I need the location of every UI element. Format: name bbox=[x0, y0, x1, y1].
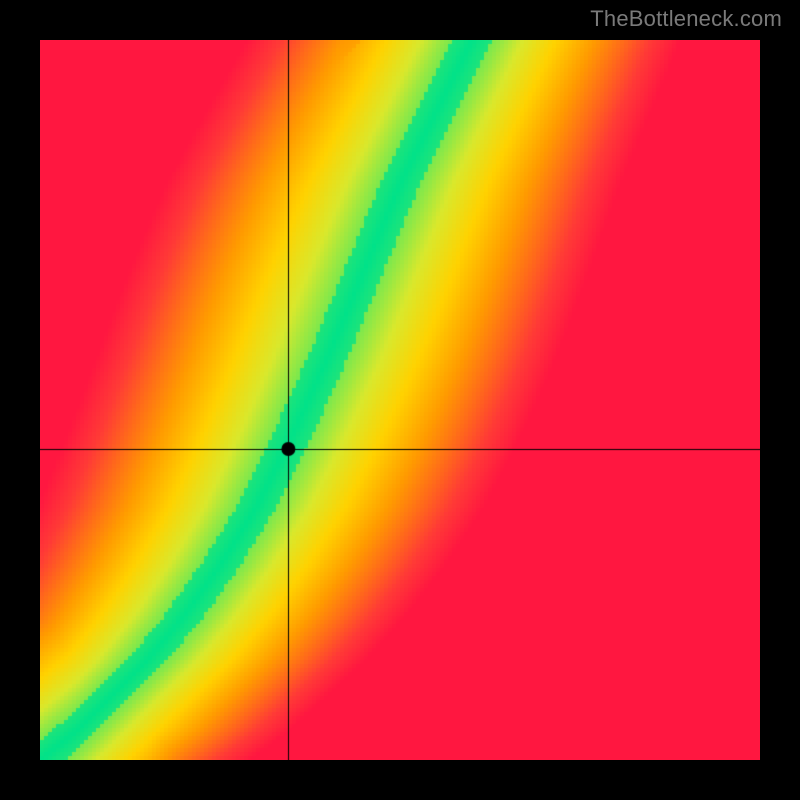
watermark-text: TheBottleneck.com bbox=[590, 6, 782, 32]
heatmap-plot bbox=[40, 40, 760, 760]
heatmap-canvas bbox=[40, 40, 760, 760]
